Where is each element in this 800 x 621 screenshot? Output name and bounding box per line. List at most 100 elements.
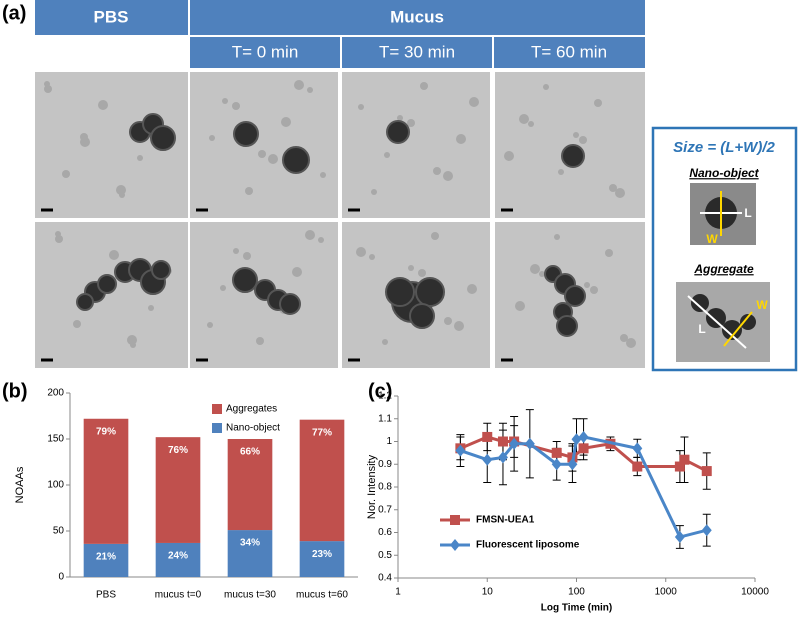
x-axis-label: Log Time (min) [541,603,612,614]
y-tick-label: 200 [47,388,64,399]
header-text: PBS [94,7,129,26]
legend-label: Fluorescent liposome [476,540,580,551]
x-tick-label: mucus t=0 [155,590,202,601]
speck [579,136,587,144]
speck [220,285,226,291]
marker [497,436,508,447]
marker [482,431,493,442]
dim-label: W [756,298,768,312]
micrographs [35,72,645,368]
particle [740,314,756,330]
particle [97,274,117,294]
speck [408,265,414,271]
speck [320,172,326,178]
y-tick-label: 0.8 [378,482,392,493]
y-tick-label: 0 [58,572,64,583]
micrograph [190,72,338,218]
size-formula: Size = (L+W)/2 [673,139,775,156]
speck [443,171,453,181]
micrograph [342,72,490,218]
x-tick-label: PBS [96,590,116,601]
speck [467,284,477,294]
bar-segment [227,530,273,577]
x-tick-label: 1000 [655,587,678,598]
speck [384,152,390,158]
legend-label: Aggregates [226,404,277,415]
particle [232,267,258,293]
percent-label: 24% [168,551,188,562]
y-tick-label: 1.2 [378,391,392,402]
y-tick-label: 0.6 [378,527,392,538]
y-tick-label: 0.5 [378,550,392,561]
header-cell [35,0,188,35]
marker [632,461,643,472]
bar-segment [299,541,345,577]
speck [573,132,579,138]
marker [674,461,685,472]
marker [571,433,582,446]
speck [615,188,625,198]
percent-label: 66% [240,447,260,458]
marker [551,447,562,458]
legend-label: FMSN-UEA1 [476,515,535,526]
speck [207,322,213,328]
speck [318,237,324,243]
bar-segment [299,419,345,542]
speck [80,137,90,147]
y-tick-label: 0.4 [378,573,392,584]
marker [578,430,589,443]
speck [62,170,70,178]
speck [292,267,302,277]
speck [407,119,415,127]
marker [450,539,460,551]
x-tick-label: 100 [568,587,585,598]
y-tick-label: 0.7 [378,504,392,515]
speck [73,320,81,328]
speck [137,155,143,161]
box-title: Aggregate [693,262,754,276]
percent-label: 21% [96,552,116,563]
panel-label: (c) [368,380,392,402]
speck [130,342,136,348]
speck [307,87,313,93]
header-text: T= 30 min [379,42,455,61]
speck [232,102,240,110]
particle [386,120,410,144]
speck [543,84,549,90]
speck [119,192,125,198]
percent-label: 76% [168,445,188,456]
panel-label: (a) [2,2,26,24]
header-cell [190,37,340,68]
arrow [723,311,753,347]
marker [551,458,562,471]
marker [482,453,493,466]
speck [371,189,377,195]
speck [268,154,278,164]
legend-label: Nano-object [226,423,280,434]
header-cell [190,0,645,35]
speck [431,232,439,240]
speck [454,321,464,331]
particle [415,277,445,307]
speck [515,301,525,311]
marker [450,515,460,525]
x-tick-label: 10 [482,587,494,598]
y-tick-label: 150 [47,434,64,445]
speck [382,339,388,345]
bar-segment [83,418,129,544]
speck [420,82,428,90]
speck [258,150,266,158]
bar-segment [227,439,273,531]
speck [233,248,239,254]
header-text: T= 60 min [531,42,607,61]
marker [524,437,535,450]
speck [554,234,560,240]
legend-swatch [212,423,222,433]
speck [605,249,613,257]
y-tick-label: 50 [53,526,65,537]
x-tick-label: mucus t=30 [224,590,276,601]
particle [706,308,726,328]
percent-label: 79% [96,426,116,437]
speck [256,337,264,345]
